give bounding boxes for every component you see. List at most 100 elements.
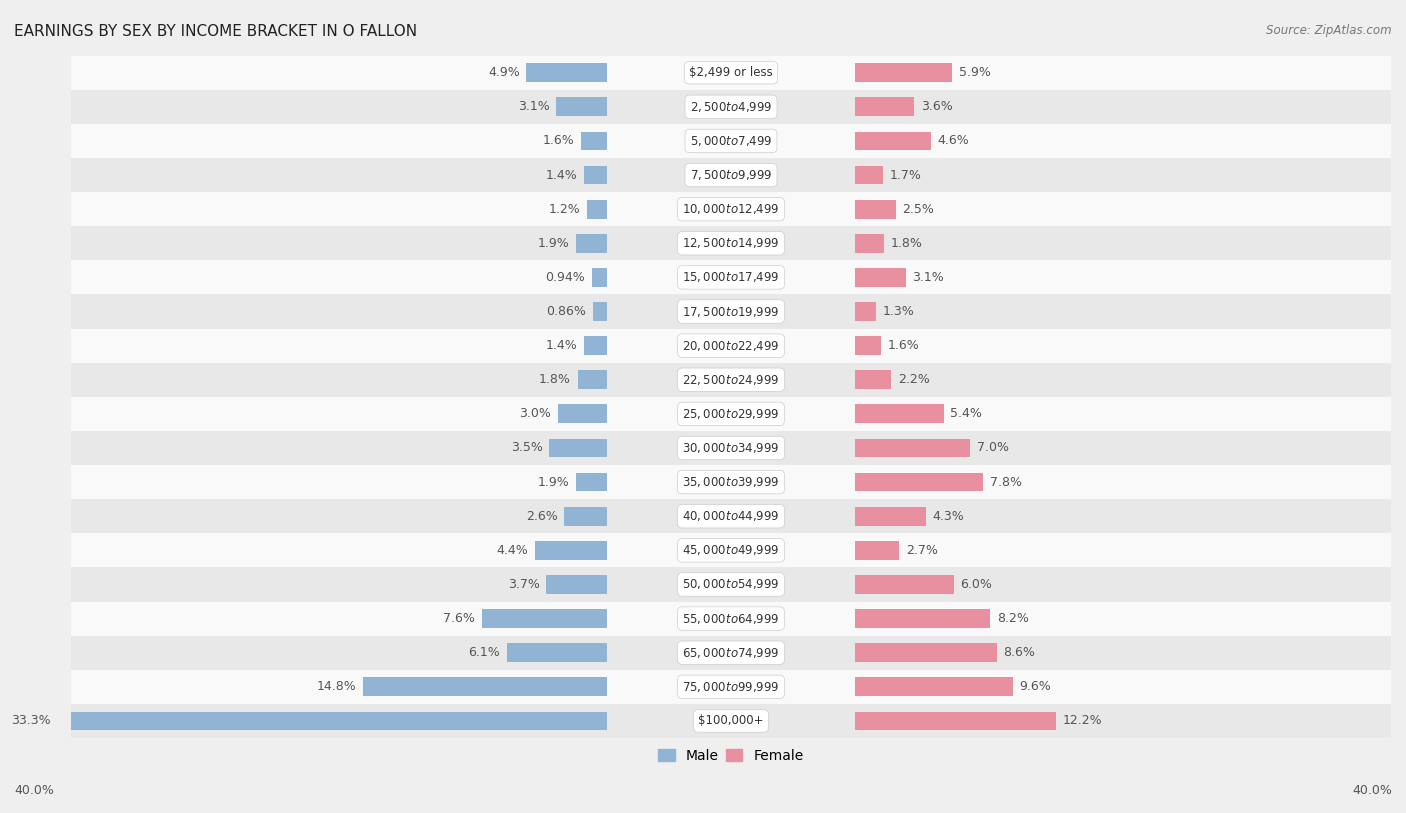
Text: 33.3%: 33.3% [11, 715, 51, 728]
Bar [855, 371, 891, 389]
Bar [855, 439, 970, 458]
Text: 4.6%: 4.6% [938, 134, 969, 147]
Text: $5,000 to $7,499: $5,000 to $7,499 [690, 134, 772, 148]
Bar [70, 636, 1391, 670]
Bar [855, 200, 896, 219]
Text: 7.6%: 7.6% [443, 612, 475, 625]
Bar [855, 234, 884, 253]
Text: Source: ZipAtlas.com: Source: ZipAtlas.com [1267, 24, 1392, 37]
Text: $22,500 to $24,999: $22,500 to $24,999 [682, 373, 780, 387]
Text: 6.1%: 6.1% [468, 646, 501, 659]
Bar [482, 609, 607, 628]
Bar [855, 132, 931, 150]
Text: 2.5%: 2.5% [903, 202, 935, 215]
Text: 4.9%: 4.9% [488, 66, 520, 79]
Text: $25,000 to $29,999: $25,000 to $29,999 [682, 406, 779, 421]
Text: 3.1%: 3.1% [517, 100, 550, 113]
Legend: Male, Female: Male, Female [652, 743, 810, 768]
Bar [592, 268, 607, 287]
Text: 1.8%: 1.8% [891, 237, 922, 250]
Text: $65,000 to $74,999: $65,000 to $74,999 [682, 646, 780, 659]
Bar [70, 602, 1391, 636]
Bar [70, 431, 1391, 465]
Bar [564, 506, 607, 526]
Text: $12,500 to $14,999: $12,500 to $14,999 [682, 237, 780, 250]
Bar [506, 643, 607, 662]
Bar [70, 124, 1391, 158]
Text: 7.0%: 7.0% [977, 441, 1010, 454]
Bar [855, 643, 997, 662]
Text: 3.5%: 3.5% [510, 441, 543, 454]
Bar [70, 89, 1391, 124]
Text: 40.0%: 40.0% [1353, 784, 1392, 797]
Bar [70, 328, 1391, 363]
Text: 1.9%: 1.9% [537, 237, 569, 250]
Text: $20,000 to $22,499: $20,000 to $22,499 [682, 339, 780, 353]
Bar [855, 166, 883, 185]
Text: 0.86%: 0.86% [547, 305, 586, 318]
Bar [70, 533, 1391, 567]
Bar [70, 465, 1391, 499]
Bar [70, 192, 1391, 226]
Bar [593, 302, 607, 321]
Text: 14.8%: 14.8% [316, 680, 357, 693]
Bar [576, 234, 607, 253]
Text: 4.3%: 4.3% [932, 510, 965, 523]
Bar [70, 158, 1391, 192]
Text: 3.7%: 3.7% [508, 578, 540, 591]
Bar [558, 405, 607, 424]
Bar [855, 677, 1014, 696]
Text: 5.4%: 5.4% [950, 407, 983, 420]
Text: 8.6%: 8.6% [1004, 646, 1035, 659]
Text: 1.6%: 1.6% [887, 339, 920, 352]
Text: $7,500 to $9,999: $7,500 to $9,999 [690, 168, 772, 182]
Text: 7.8%: 7.8% [990, 476, 1022, 489]
Text: $35,000 to $39,999: $35,000 to $39,999 [682, 475, 780, 489]
Text: 8.2%: 8.2% [997, 612, 1029, 625]
Bar [70, 670, 1391, 704]
Text: 1.2%: 1.2% [550, 202, 581, 215]
Text: $15,000 to $17,499: $15,000 to $17,499 [682, 271, 780, 285]
Bar [534, 541, 607, 559]
Bar [855, 268, 905, 287]
Bar [70, 226, 1391, 260]
Bar [550, 439, 607, 458]
Bar [70, 260, 1391, 294]
Bar [70, 55, 1391, 89]
Text: 1.9%: 1.9% [537, 476, 569, 489]
Text: $10,000 to $12,499: $10,000 to $12,499 [682, 202, 780, 216]
Text: $55,000 to $64,999: $55,000 to $64,999 [682, 611, 780, 625]
Bar [526, 63, 607, 82]
Bar [855, 302, 876, 321]
Bar [363, 677, 607, 696]
Text: 2.2%: 2.2% [897, 373, 929, 386]
Bar [855, 609, 990, 628]
Text: 2.6%: 2.6% [526, 510, 558, 523]
Bar [546, 575, 607, 593]
Text: 1.4%: 1.4% [546, 339, 578, 352]
Text: 5.9%: 5.9% [959, 66, 991, 79]
Text: 6.0%: 6.0% [960, 578, 993, 591]
Text: $17,500 to $19,999: $17,500 to $19,999 [682, 305, 780, 319]
Bar [583, 337, 607, 355]
Text: 4.4%: 4.4% [496, 544, 529, 557]
Bar [70, 567, 1391, 602]
Text: 1.6%: 1.6% [543, 134, 574, 147]
Bar [581, 132, 607, 150]
Text: 1.4%: 1.4% [546, 168, 578, 181]
Text: 40.0%: 40.0% [14, 784, 53, 797]
Bar [557, 98, 607, 116]
Bar [70, 294, 1391, 328]
Text: $100,000+: $100,000+ [699, 715, 763, 728]
Text: 2.7%: 2.7% [905, 544, 938, 557]
Text: $40,000 to $44,999: $40,000 to $44,999 [682, 509, 780, 524]
Bar [855, 711, 1056, 730]
Text: 12.2%: 12.2% [1063, 715, 1102, 728]
Bar [70, 363, 1391, 397]
Bar [855, 405, 943, 424]
Text: $30,000 to $34,999: $30,000 to $34,999 [682, 441, 780, 455]
Text: 3.1%: 3.1% [912, 271, 945, 284]
Text: 3.0%: 3.0% [519, 407, 551, 420]
Text: 1.3%: 1.3% [883, 305, 914, 318]
Text: $2,500 to $4,999: $2,500 to $4,999 [690, 100, 772, 114]
